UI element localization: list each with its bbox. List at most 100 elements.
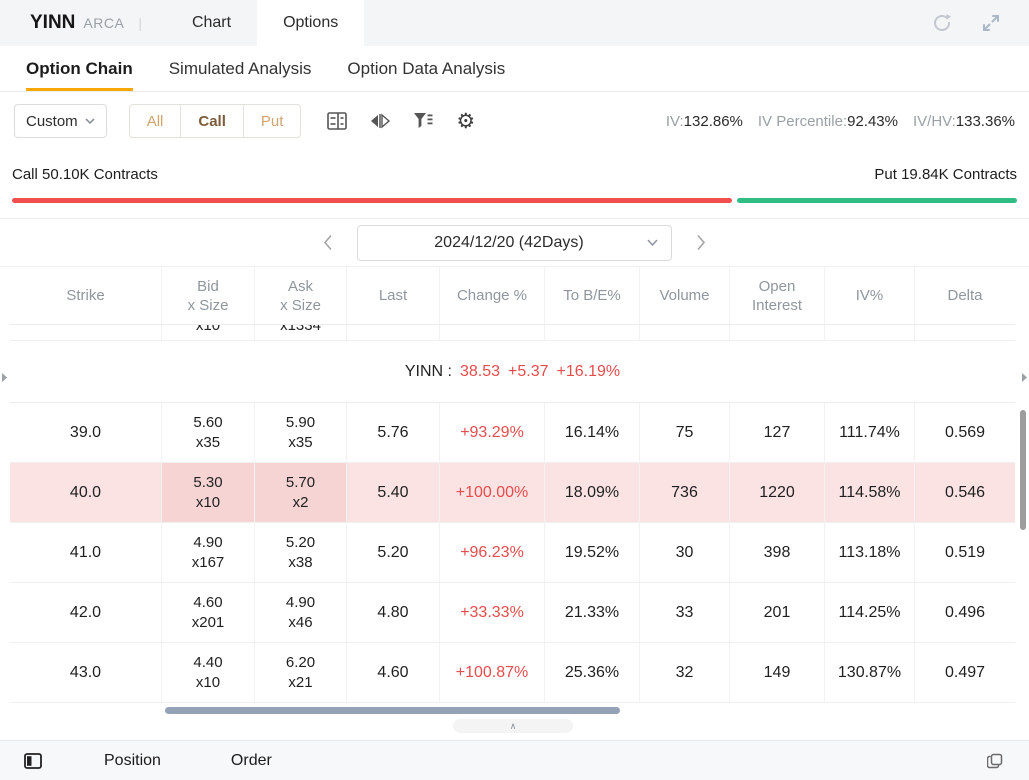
col-header-open-interest[interactable]: Open Interest <box>730 267 825 324</box>
ask-cell[interactable]: 6.20 x21 <box>255 643 347 702</box>
col-label: Ask <box>287 277 313 295</box>
ask-price: 6.20 <box>285 653 316 671</box>
bid-price: 5.30 <box>193 473 223 491</box>
divider: | <box>138 15 142 31</box>
scroll-up-button[interactable]: ∧ <box>453 719 573 733</box>
iv-cell: 113.18% <box>825 523 915 582</box>
col-header-strike[interactable]: Strike <box>10 267 162 324</box>
bid-price: 4.60 <box>193 593 223 611</box>
ask-size: x2 <box>292 493 309 511</box>
expiry-dropdown[interactable]: 2024/12/20 (42Days) <box>357 224 672 261</box>
quote-symbol: YINN : <box>404 362 452 380</box>
col-header-ask[interactable]: Ask x Size <box>255 267 347 324</box>
col-label: Last <box>378 287 408 304</box>
ask-size: x35 <box>288 433 313 451</box>
ask-size: x38 <box>288 553 313 571</box>
open-interest-cell: 201 <box>730 583 825 642</box>
col-label: Volume <box>659 287 710 304</box>
windows-icon[interactable] <box>987 753 1003 769</box>
bid-size: x10 <box>195 493 221 511</box>
side-filter-group: All Call Put <box>128 104 302 138</box>
option-row[interactable]: 39.0 5.60 x35 5.90 x35 5.76 +93.29% 16.14%… <box>10 403 1015 463</box>
tab-position[interactable]: Position <box>104 751 161 769</box>
mirror-view-icon[interactable] <box>370 113 391 129</box>
strike-cell[interactable]: 43.0 <box>10 643 162 702</box>
horizontal-scrollbar[interactable] <box>165 707 620 714</box>
delta-cell: 0.496 <box>944 603 986 621</box>
filter-icon[interactable] <box>413 112 433 130</box>
refresh-icon[interactable] <box>931 12 953 34</box>
tab-option-chain[interactable]: Option Chain <box>26 46 133 91</box>
call-contracts-label: Call 50.10K Contracts <box>12 166 158 183</box>
col-header-to-be[interactable]: To B/E% <box>545 267 640 324</box>
settings-gear-icon[interactable]: ⚙ <box>456 109 476 133</box>
option-row[interactable]: 41.0 4.90 x167 5.20 x38 5.20 +96.23% 19.52… <box>10 523 1015 583</box>
iv-value: 132.86% <box>683 112 743 130</box>
side-filter-put[interactable]: Put <box>242 105 301 137</box>
strike-cell[interactable]: 40.0 <box>10 463 162 522</box>
col-header-volume[interactable]: Volume <box>640 267 730 324</box>
quote-price: 38.53 <box>459 362 501 380</box>
tab-order[interactable]: Order <box>230 751 272 769</box>
side-filter-all[interactable]: All <box>146 112 164 130</box>
strike-cell[interactable]: 41.0 <box>10 523 162 582</box>
col-label: Delta <box>947 287 983 304</box>
tab-chart[interactable]: Chart <box>191 14 232 31</box>
table-footer-area: ∧ <box>10 703 1015 735</box>
col-header-bid[interactable]: Bid x Size <box>162 267 255 324</box>
strike-cell[interactable]: 42.0 <box>10 583 162 642</box>
col-label: To B/E% <box>563 287 621 304</box>
ask-cell[interactable]: 4.90 x46 <box>255 583 347 642</box>
ask-cell[interactable]: 5.20 x38 <box>255 523 347 582</box>
bid-cell[interactable]: 4.90 x167 <box>162 523 255 582</box>
option-row[interactable]: 40.0 5.30 x10 5.70 x2 5.40 +100.00% 18.09%… <box>10 463 1015 523</box>
col-sublabel: Interest <box>751 296 803 314</box>
chevron-down-icon <box>85 118 95 124</box>
preset-dropdown[interactable]: Custom <box>14 104 107 138</box>
bid-cell[interactable]: 5.60 x35 <box>162 403 255 462</box>
option-row[interactable]: 43.0 4.40 x10 6.20 x21 4.60 +100.87% 25.36… <box>10 643 1015 703</box>
fullscreen-icon[interactable] <box>981 13 1001 33</box>
tab-options[interactable]: Options <box>257 0 365 46</box>
col-header-last[interactable]: Last <box>347 267 440 324</box>
col-header-change[interactable]: Change % <box>440 267 545 324</box>
side-filter-call[interactable]: Call <box>180 105 243 137</box>
tab-simulated-analysis[interactable]: Simulated Analysis <box>168 58 312 78</box>
panel-toggle-icon[interactable] <box>24 752 42 769</box>
ask-size: x46 <box>288 613 313 631</box>
next-expiry-button[interactable] <box>696 234 706 251</box>
strike-cell[interactable]: 39.0 <box>10 403 162 462</box>
delta-cell: 0.569 <box>944 423 986 441</box>
change-pct-cell: +100.87% <box>440 643 545 702</box>
tab-option-data-analysis[interactable]: Option Data Analysis <box>347 58 506 78</box>
bid-cell[interactable]: 5.30 x10 <box>162 463 255 522</box>
change-pct-cell: +96.23% <box>440 523 545 582</box>
iv-cell: 114.25% <box>825 583 915 642</box>
to-be-cell: 19.52% <box>545 523 640 582</box>
open-interest-cell: 149 <box>730 643 825 702</box>
bid-cell[interactable]: 4.60 x201 <box>162 583 255 642</box>
vertical-scrollbar[interactable] <box>1020 410 1026 530</box>
ask-cell[interactable]: 5.70 x2 <box>255 463 347 522</box>
bid-price: 5.60 <box>193 413 223 431</box>
prev-expiry-button[interactable] <box>323 234 333 251</box>
top-bar: YINN ARCA | Chart Options <box>0 0 1029 46</box>
right-panel-expander[interactable] <box>1021 372 1028 383</box>
col-header-delta[interactable]: Delta <box>915 267 1015 324</box>
put-bar-segment <box>736 198 1017 203</box>
board-layout-icon[interactable] <box>327 112 348 130</box>
bid-cell[interactable]: 4.40 x10 <box>162 643 255 702</box>
left-panel-expander[interactable] <box>1 372 8 383</box>
ask-cell[interactable]: 5.90 x35 <box>255 403 347 462</box>
iv-percentile-stat: IV Percentile:92.43% <box>758 113 898 130</box>
to-be-cell: 16.14% <box>545 403 640 462</box>
option-row[interactable]: 42.0 4.60 x201 4.90 x46 4.80 +33.33% 21.33… <box>10 583 1015 643</box>
last-cell: 5.40 <box>347 463 440 522</box>
change-pct-cell: +93.29% <box>440 403 545 462</box>
col-header-iv[interactable]: IV% <box>825 267 915 324</box>
col-label: Strike <box>66 287 105 304</box>
volume-cell: 75 <box>640 403 730 462</box>
col-sublabel: x Size <box>187 296 229 314</box>
iv-hv-value: 133.36% <box>955 112 1015 130</box>
col-label: Change % <box>456 287 528 304</box>
